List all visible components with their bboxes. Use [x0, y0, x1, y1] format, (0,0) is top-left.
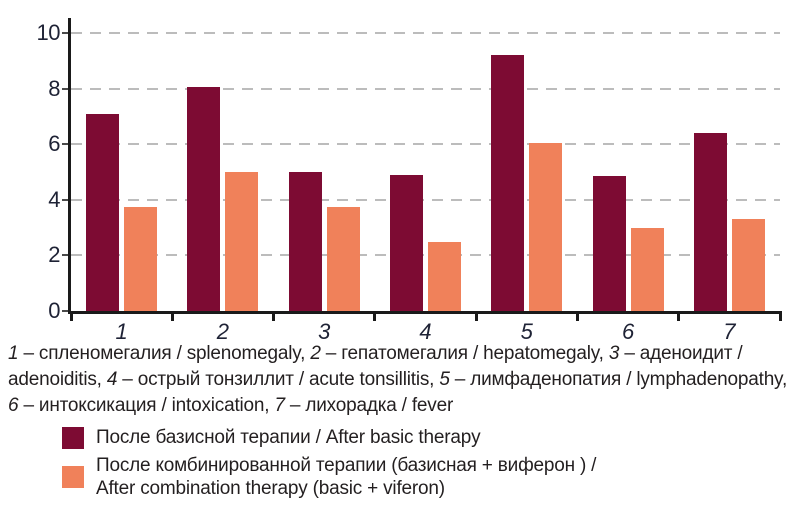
bar-series1-cat6 [593, 176, 626, 311]
x-tick [272, 311, 275, 321]
bar-series2-cat1 [124, 206, 157, 311]
legend-swatch-1 [62, 426, 84, 449]
caption-number: 1 [8, 343, 19, 364]
x-category-label: 3 [318, 319, 331, 344]
bar-series2-cat3 [327, 206, 360, 311]
y-tick-label: 2 [48, 242, 60, 268]
x-category-label: 5 [520, 319, 533, 344]
bar-series1-cat2 [187, 87, 220, 311]
legend-label: После базисной терапии / After basic the… [96, 426, 481, 449]
x-category-label: 1 [115, 319, 128, 344]
caption-text: – лимфаденопатия / lymphadenopathy, [449, 369, 788, 390]
bar-series2-cat4 [428, 241, 461, 311]
caption-text: adenoiditis, [8, 369, 107, 390]
bar-series2-cat5 [529, 142, 562, 311]
caption-number: 6 [8, 395, 19, 416]
caption-text: – спленомегалия / splenomegaly, [18, 343, 311, 364]
caption-line: 1 – спленомегалия / splenomegaly, 2 – ге… [8, 341, 798, 367]
bar-series1-cat4 [390, 174, 423, 311]
gridline-2 [71, 254, 780, 257]
y-tick-6 [62, 143, 69, 146]
y-tick-10 [62, 32, 69, 34]
bar-series1-cat3 [289, 172, 322, 311]
y-tick-0 [62, 310, 69, 312]
caption-text: – острый тонзиллит / acute tonsillitis, [117, 369, 440, 390]
caption-number: 7 [274, 395, 285, 416]
x-category-label: 6 [621, 319, 635, 344]
y-tick-2 [62, 254, 69, 257]
gridline-6 [71, 143, 780, 146]
gridline-8 [71, 87, 780, 90]
x-tick [475, 311, 478, 321]
legend-label-line: После базисной терапии / After basic the… [96, 427, 481, 448]
y-tick-label: 8 [48, 75, 60, 101]
caption-line: 6 – интоксикация / intoxication, 7 – лих… [8, 393, 798, 419]
x-axis [68, 311, 780, 314]
y-axis [68, 18, 71, 313]
y-tick-label: 4 [48, 186, 60, 212]
caption-number: 3 [608, 343, 620, 364]
legend-label-line: После комбинированной терапии (базисная … [96, 455, 597, 476]
bar-series2-cat7 [732, 219, 765, 311]
y-tick-label: 6 [48, 131, 60, 157]
bar-series2-cat6 [631, 227, 664, 311]
gridline-10 [71, 32, 780, 34]
caption-line: adenoiditis, 4 – острый тонзиллит / acut… [8, 367, 798, 393]
bar-series1-cat5 [491, 55, 524, 311]
y-tick-label: 0 [48, 298, 60, 323]
x-tick [171, 311, 174, 321]
caption-text: – лихорадка / fever [284, 395, 454, 416]
chart-legend: После базисной терапии / After basic the… [62, 426, 798, 500]
x-tick [677, 311, 680, 321]
x-tick [70, 311, 73, 321]
x-tick [373, 311, 376, 321]
caption-number: 5 [439, 369, 450, 390]
legend-swatch-2 [62, 466, 84, 488]
bar-series2-cat2 [225, 172, 258, 311]
legend-label: После комбинированной терапии (базисная … [96, 454, 596, 500]
y-tick-8 [62, 87, 69, 90]
gridline-4 [71, 198, 780, 201]
caption-text: – аденоидит / [619, 343, 743, 364]
caption-number: 4 [106, 369, 118, 390]
caption-text: – гепатомегалия / hepatomegaly, [320, 343, 609, 364]
legend-entry-1: После базисной терапии / After basic the… [62, 426, 798, 449]
legend-entry-2: После комбинированной терапии (базисная … [62, 454, 798, 500]
x-tick [576, 311, 579, 321]
x-category-label: 7 [723, 319, 736, 344]
caption-number: 2 [310, 343, 321, 364]
chart-caption: 1 – спленомегалия / splenomegaly, 2 – ге… [8, 341, 798, 419]
x-category-label: 4 [419, 319, 432, 344]
legend-label-line: After combination therapy (basic + vifer… [96, 478, 445, 499]
x-tick [779, 311, 782, 321]
bar-series1-cat1 [86, 113, 119, 311]
y-tick-label: 10 [36, 20, 61, 45]
bar-chart: 0 2 4 6 8 10 1 2 3 4 5 6 7 [36, 18, 782, 343]
bar-series1-cat7 [694, 133, 727, 311]
y-tick-4 [62, 198, 69, 201]
x-category-label: 2 [216, 319, 230, 344]
caption-text: – интоксикация / intoxication, [18, 395, 275, 416]
